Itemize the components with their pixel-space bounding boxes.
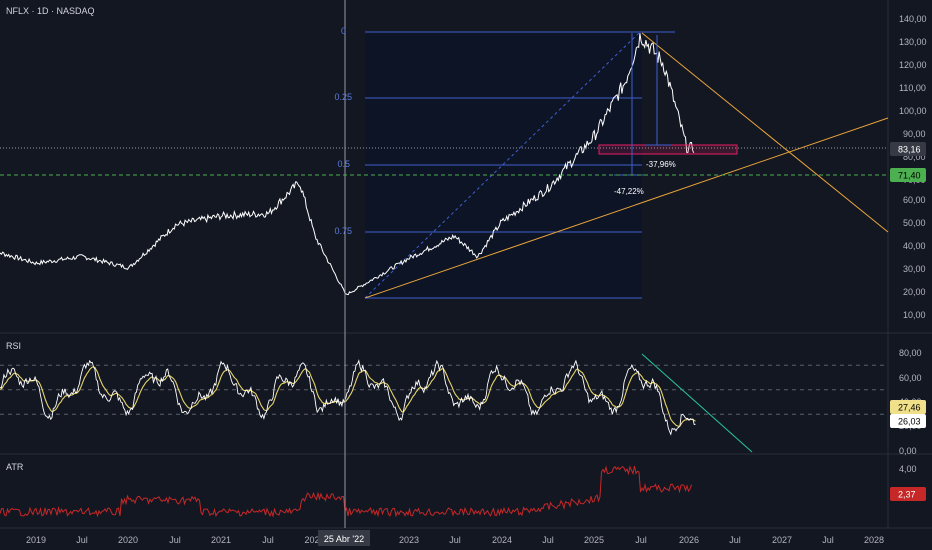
time-tick: 2021 — [211, 535, 231, 545]
rsi-signal-badge: 27,46 — [890, 400, 926, 414]
rsi-trend-line[interactable] — [641, 353, 753, 453]
fib-retracement[interactable] — [364, 31, 675, 299]
time-tick: Jul — [76, 535, 88, 545]
price-tick: 90,00 — [903, 129, 926, 139]
atr-scale[interactable]: 4,00 — [899, 464, 917, 474]
time-tick: 2028 — [864, 535, 884, 545]
rsi-signal-value: 27,46 — [898, 403, 921, 413]
atr-series[interactable] — [0, 465, 692, 518]
price-tick: 120,00 — [899, 60, 927, 70]
highlight-zone[interactable] — [598, 144, 738, 155]
fib-level-075: 0.75 — [334, 226, 352, 236]
time-tick: 2025 — [584, 535, 604, 545]
support-badge-bg — [890, 168, 926, 182]
last-price-value: 83,16 — [898, 145, 921, 155]
rsi-signal-line[interactable] — [0, 366, 696, 427]
price-tick: 100,00 — [899, 106, 927, 116]
price-tick: 10,00 — [903, 310, 926, 320]
time-tick: Jul — [169, 535, 181, 545]
time-tick: Jul — [822, 535, 834, 545]
price-tick: 50,00 — [903, 218, 926, 228]
time-tick: 2024 — [492, 535, 512, 545]
price-tick: 140,00 — [899, 14, 927, 24]
fib-trend-diagonal[interactable] — [364, 31, 641, 299]
rsi-tick: 0,00 — [899, 446, 917, 456]
fib-level-05: 0.5 — [337, 159, 350, 169]
fib-level-025: 0.25 — [334, 92, 352, 102]
rsi-series[interactable] — [0, 353, 753, 453]
drawings[interactable] — [364, 32, 889, 299]
price-tick: 110,00 — [899, 83, 926, 93]
crosshair-date-badge: 25 Abr '22 — [318, 530, 370, 546]
last-price-badge-bg — [890, 142, 926, 156]
crosshair-date-label: 25 Abr '22 — [324, 534, 364, 544]
fib-level-0: 0 — [341, 26, 346, 36]
time-tick: Jul — [262, 535, 274, 545]
support-value: 71,40 — [898, 171, 921, 181]
rsi-tick: 80,00 — [899, 348, 922, 358]
price-tick: 80,00 — [903, 152, 926, 162]
atr-tick: 4,00 — [899, 464, 917, 474]
atr-value-badge: 2,37 — [890, 487, 926, 501]
downtrend-line[interactable] — [641, 32, 889, 233]
time-tick: Jul — [635, 535, 647, 545]
symbol-title[interactable]: NFLX · 1D · NASDAQ — [6, 6, 95, 16]
atr-value: 2,37 — [898, 490, 916, 500]
uptrend-line[interactable] — [364, 117, 889, 299]
support-badge: 71,40 — [890, 168, 926, 182]
measure-label-2: -47,22% — [614, 187, 644, 196]
rsi-signal-badge-bg — [890, 400, 926, 414]
last-price-badge: 83,16 — [890, 142, 926, 156]
time-tick: Jul — [729, 535, 741, 545]
time-tick: 2027 — [772, 535, 792, 545]
atr-value-badge-bg — [890, 487, 926, 501]
time-tick: 202 — [304, 535, 319, 545]
time-tick: 2020 — [118, 535, 138, 545]
rsi-tick: 60,00 — [899, 373, 922, 383]
price-line[interactable] — [0, 33, 695, 296]
price-tick: 130,00 — [899, 37, 927, 47]
price-tick: 40,00 — [903, 241, 926, 251]
rsi-pane-label[interactable]: RSI — [6, 341, 21, 351]
atr-pane-label[interactable]: ATR — [6, 462, 24, 472]
price-tick: 20,00 — [903, 287, 926, 297]
time-tick: Jul — [449, 535, 461, 545]
time-axis[interactable]: 2019 Jul 2020 Jul 2021 Jul 202 2023 Jul … — [26, 535, 884, 545]
crosshair-date-badge-bg — [318, 530, 370, 546]
price-tick: 60,00 — [903, 195, 926, 205]
atr-line[interactable] — [0, 465, 692, 518]
time-tick: 2019 — [26, 535, 46, 545]
price-tick: 30,00 — [903, 264, 926, 274]
measure-label-1: -37,96% — [646, 160, 676, 169]
time-tick: 2026 — [679, 535, 699, 545]
time-tick: 2023 — [399, 535, 419, 545]
rsi-value: 26,03 — [898, 417, 921, 427]
rsi-line[interactable] — [0, 359, 696, 436]
grid — [0, 364, 888, 415]
rsi-value-badge-bg — [890, 414, 926, 428]
time-tick: Jul — [542, 535, 554, 545]
price-scale[interactable]: 140,00 130,00 120,00 110,00 100,00 90,00… — [899, 14, 927, 320]
price-series[interactable] — [0, 33, 695, 296]
rsi-value-badge: 26,03 — [890, 414, 926, 428]
